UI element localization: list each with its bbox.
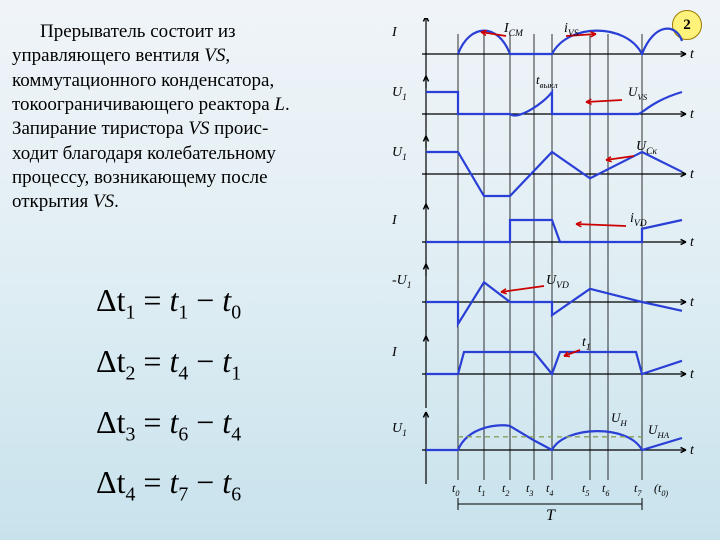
svg-text:ICM: ICM bbox=[503, 21, 524, 39]
desc-l5c: проис- bbox=[209, 118, 268, 139]
svg-text:t5: t5 bbox=[582, 481, 589, 498]
svg-text:t: t bbox=[690, 107, 695, 122]
svg-text:t2: t2 bbox=[502, 481, 509, 498]
svg-text:t7: t7 bbox=[634, 481, 642, 498]
desc-l2c: , bbox=[225, 45, 230, 66]
svg-text:t: t bbox=[690, 47, 695, 62]
equation-row: Δt2 = t4 − t1 bbox=[96, 331, 241, 392]
svg-text:(t0): (t0) bbox=[654, 481, 668, 498]
svg-text:t6: t6 bbox=[602, 481, 610, 498]
desc-l8c: . bbox=[114, 191, 119, 212]
svg-text:-U1: -U1 bbox=[392, 273, 412, 291]
svg-text:t1: t1 bbox=[478, 481, 485, 498]
svg-text:t3: t3 bbox=[526, 481, 533, 498]
svg-text:T: T bbox=[546, 507, 556, 524]
svg-text:I: I bbox=[391, 25, 398, 40]
equation-row: Δt4 = t7 − t6 bbox=[96, 452, 241, 513]
svg-text:UНА: UНА bbox=[648, 422, 670, 440]
svg-text:t: t bbox=[690, 367, 695, 382]
desc-l2a: управляющего вентиля bbox=[12, 45, 204, 66]
svg-text:t: t bbox=[690, 295, 695, 310]
svg-text:t1: t1 bbox=[582, 335, 591, 353]
svg-text:UVS: UVS bbox=[628, 84, 648, 102]
desc-l5a: Запирание тиристора bbox=[12, 118, 188, 139]
svg-text:t4: t4 bbox=[546, 481, 553, 498]
desc-l7: процессу, возникающему после bbox=[12, 167, 268, 188]
svg-text:t: t bbox=[690, 235, 695, 250]
desc-l4b: L bbox=[274, 94, 285, 115]
desc-l8b: VS bbox=[93, 191, 114, 212]
equation-row: Δt1 = t1 − t0 bbox=[96, 270, 241, 331]
svg-text:t: t bbox=[690, 167, 695, 182]
description-text: Прерыватель состоит из управляющего вент… bbox=[12, 20, 372, 215]
svg-text:iVD: iVD bbox=[630, 211, 647, 229]
svg-text:t: t bbox=[690, 443, 695, 458]
svg-text:I: I bbox=[391, 213, 398, 228]
svg-text:U1: U1 bbox=[392, 421, 407, 439]
svg-text:I: I bbox=[391, 345, 398, 360]
equations-block: Δt1 = t1 − t0 Δt2 = t4 − t1 Δt3 = t6 − t… bbox=[96, 270, 241, 513]
desc-l4c: . bbox=[285, 94, 290, 115]
svg-text:tвыкл: tвыкл bbox=[536, 72, 558, 90]
desc-l6: ходит благодаря колебательному bbox=[12, 143, 276, 164]
svg-text:U1: U1 bbox=[392, 85, 407, 103]
equation-row: Δt3 = t6 − t4 bbox=[96, 392, 241, 453]
timing-diagram: tIICMiVStU1tвыклUVStU1UCкtIiVDt-U1UVDtIt… bbox=[386, 18, 706, 528]
svg-text:U1: U1 bbox=[392, 145, 407, 163]
desc-l1: Прерыватель состоит из bbox=[40, 21, 236, 42]
desc-l8a: открытия bbox=[12, 191, 93, 212]
desc-l2b: VS bbox=[204, 45, 225, 66]
svg-text:UVD: UVD bbox=[546, 273, 569, 291]
desc-l3: коммутационного конденсатора, bbox=[12, 70, 274, 91]
svg-text:t0: t0 bbox=[452, 481, 459, 498]
desc-l5b: VS bbox=[188, 118, 209, 139]
svg-text:UН: UН bbox=[611, 410, 627, 428]
desc-l4a: токоограничивающего реактора bbox=[12, 94, 274, 115]
